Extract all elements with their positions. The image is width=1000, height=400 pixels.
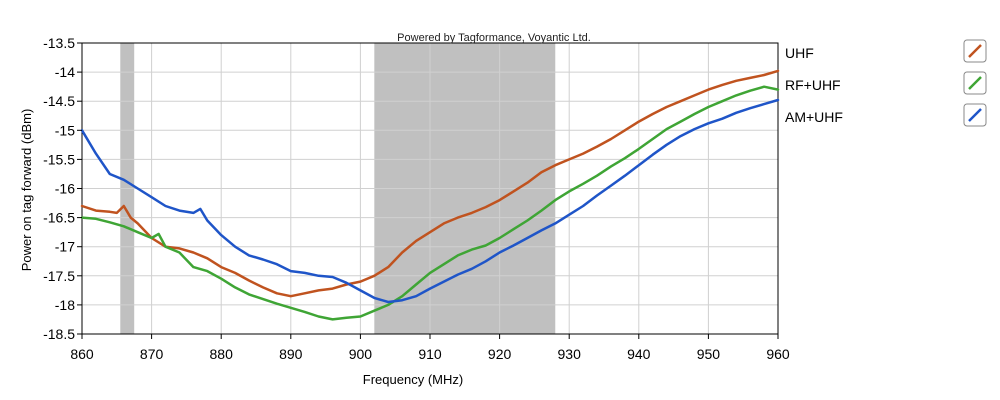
series-line-2: [80, 85, 780, 321]
legend-line-icon: [968, 44, 982, 58]
series-lines: [80, 69, 780, 321]
y-tick-label: -14: [55, 64, 75, 80]
grid-lines: [81, 42, 779, 335]
credit-text: Powered by Tagformance, Voyantic Ltd.: [397, 32, 591, 44]
legend: UHF RF+UHF AM+UHF: [785, 39, 987, 127]
legend-label-3: AM+UHF: [785, 109, 843, 125]
legend-label-1: UHF: [785, 45, 814, 61]
y-tick-label: -14.5: [43, 93, 75, 109]
x-tick-label: 920: [488, 346, 512, 362]
y-tick-label: -17.5: [43, 268, 75, 284]
y-axis-title: Power on tag forward (dBm): [19, 109, 34, 272]
x-tick-label: 940: [627, 346, 651, 362]
legend-line-icon: [968, 108, 982, 122]
series-line-1: [80, 69, 780, 298]
x-tick-label: 950: [697, 346, 721, 362]
y-tick-label: -15.5: [43, 151, 75, 167]
y-tick-label: -15: [55, 122, 75, 138]
y-tick-label: -13.5: [43, 35, 75, 51]
series-line-3: [80, 98, 780, 304]
y-tick-label: -18: [55, 297, 75, 313]
y-tick-label: -16: [55, 181, 75, 197]
y-tick-label: -17: [55, 239, 75, 255]
axis-ticks: 860 870 880 890 900 910 920 930 940 950 960 -13.5 -1…: [43, 35, 790, 362]
legend-label-2: RF+UHF: [785, 77, 841, 93]
x-tick-label: 880: [210, 346, 234, 362]
x-tick-label: 960: [766, 346, 790, 362]
x-tick-label: 900: [349, 346, 373, 362]
x-tick-label: 910: [418, 346, 442, 362]
x-tick-label: 890: [279, 346, 303, 362]
x-tick-label: 930: [558, 346, 582, 362]
y-tick-label: -18.5: [43, 326, 75, 342]
x-axis-title: Frequency (MHz): [363, 372, 463, 387]
legend-line-icon: [968, 76, 982, 90]
y-tick-label: -16.5: [43, 210, 75, 226]
x-tick-label: 870: [140, 346, 164, 362]
x-tick-label: 860: [70, 346, 94, 362]
